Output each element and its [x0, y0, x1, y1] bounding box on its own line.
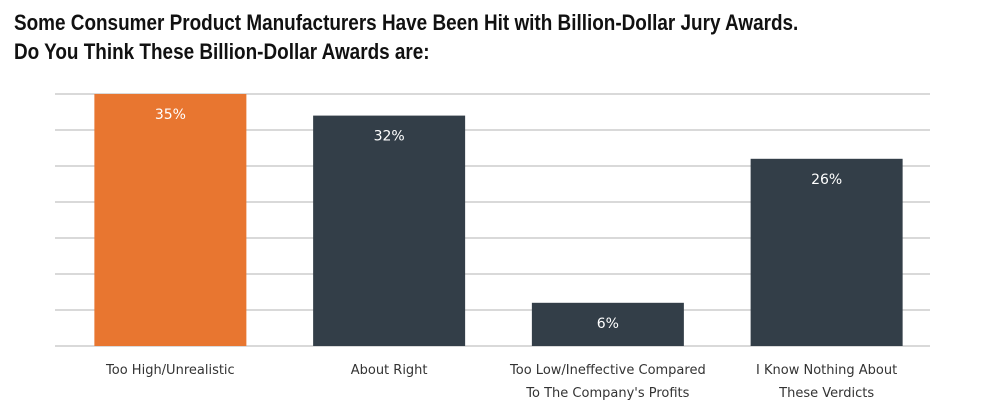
data-label: 6%: [597, 316, 619, 332]
category-label: To The Company's Profits: [525, 386, 689, 401]
bars: [94, 94, 903, 346]
data-labels: 35% 32% 6% 26%: [155, 107, 842, 332]
category-label: Too Low/Ineffective Compared: [509, 363, 706, 378]
category-label: About Right: [351, 363, 428, 378]
bar: [531, 302, 684, 346]
category-label: These Verdicts: [778, 386, 874, 401]
chart-title-line: Some Consumer Product Manufacturers Have…: [14, 10, 799, 35]
bar: [313, 115, 466, 346]
chart-subtitle-line: Do You Think These Billion-Dollar Awards…: [14, 39, 430, 64]
data-label: 26%: [811, 172, 842, 188]
chart-title: Some Consumer Product Manufacturers Have…: [14, 8, 840, 66]
category-labels: Too High/Unrealistic About Right Too Low/I…: [105, 363, 897, 401]
data-label: 35%: [155, 107, 186, 123]
bar: [750, 158, 903, 346]
bar: [94, 94, 247, 346]
data-label: 32%: [374, 129, 405, 145]
category-label: Too High/Unrealistic: [105, 363, 235, 378]
category-label: I Know Nothing About: [756, 363, 897, 378]
